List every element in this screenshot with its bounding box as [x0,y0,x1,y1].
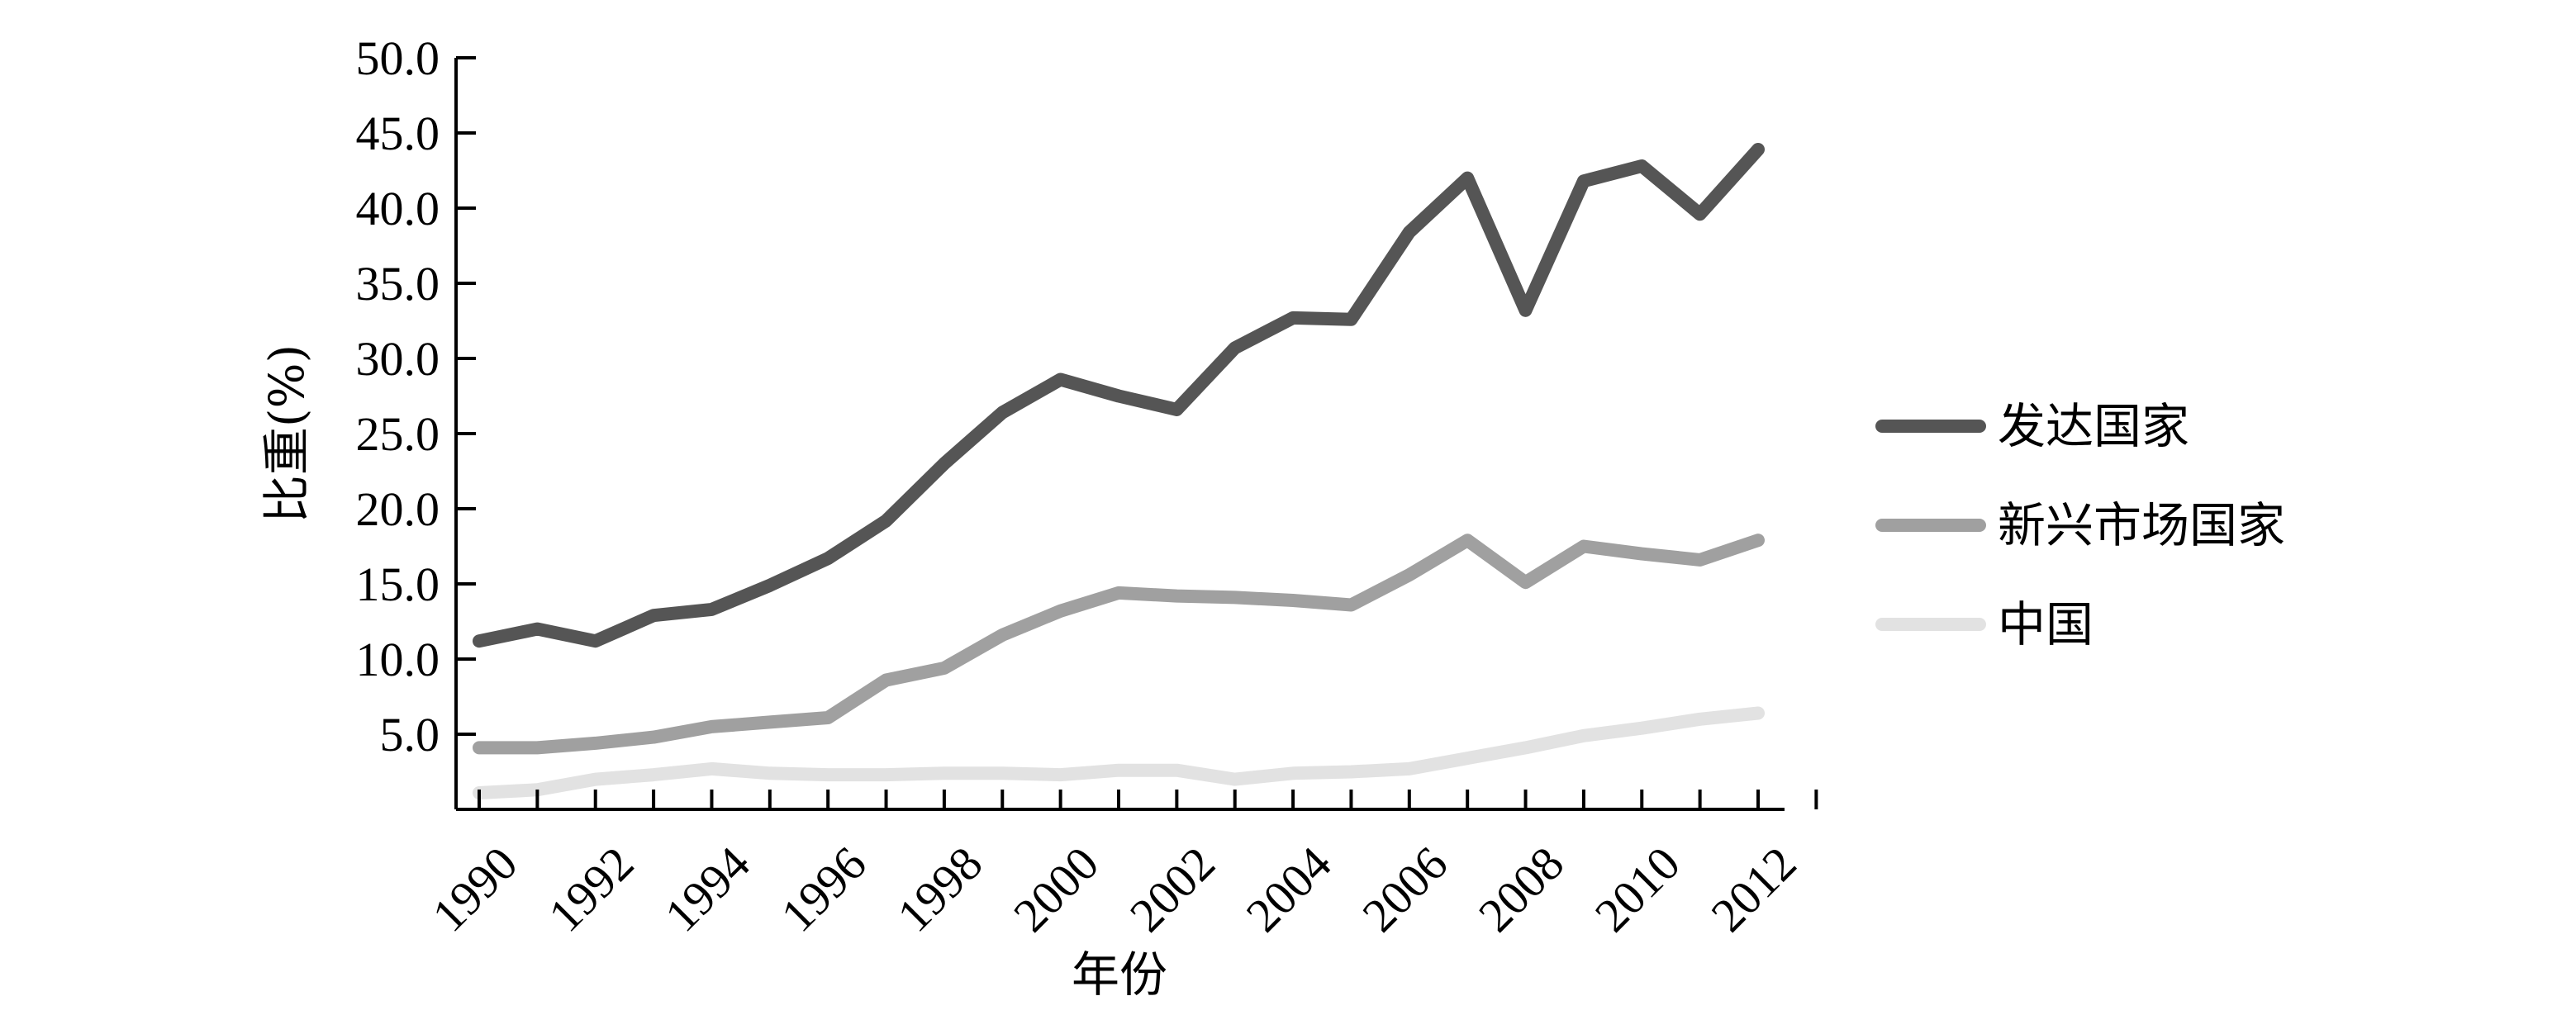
y-tick-label: 10.0 [356,633,440,686]
x-tick-label: 1996 [771,837,877,942]
x-tick-label: 1994 [654,837,760,942]
y-tick-label: 15.0 [356,557,440,611]
x-tick-label: 2008 [1468,837,1574,942]
y-axis-ticks: 5.0 10.0 15.0 20.0 25.0 30.0 35.0 40.0 45.0 50.0 [356,31,476,761]
y-axis-title: 比重(%) [259,344,315,523]
x-tick-label: 2004 [1236,837,1342,942]
series-line-2 [473,706,1765,799]
legend-label-1: 新兴市场国家 [1998,497,2285,553]
y-tick-label: 45.0 [356,107,440,160]
y-tick-label: 30.0 [356,332,440,386]
x-tick-label: 2010 [1585,837,1690,942]
y-tick-label: 35.0 [356,257,440,311]
series-line-1 [473,534,1765,755]
x-tick-label: 2000 [1003,837,1109,942]
x-axis-title: 年份 [1072,946,1167,1003]
axes [454,58,1785,811]
series-line-0 [473,143,1765,648]
legend-label-0: 发达国家 [1998,398,2189,454]
series-layer [473,143,1765,799]
x-tick-label: 1998 [887,837,993,942]
legend-label-2: 中国 [1998,596,2094,652]
x-tick-label: 1990 [422,837,528,942]
x-tick-label: 1992 [538,837,644,942]
x-tick-label: 2012 [1701,837,1807,942]
y-tick-label: 25.0 [356,407,440,461]
y-tick-label: 5.0 [380,708,440,761]
y-tick-label: 50.0 [356,31,440,85]
x-tick-label: 2002 [1119,837,1225,942]
x-axis-ticks: 1990 1992 1994 1996 1998 2000 2002 2004 2006 2008… [422,790,1818,942]
y-tick-label: 20.0 [356,482,440,536]
y-tick-label: 40.0 [356,182,440,235]
x-tick-label: 2006 [1352,837,1457,942]
